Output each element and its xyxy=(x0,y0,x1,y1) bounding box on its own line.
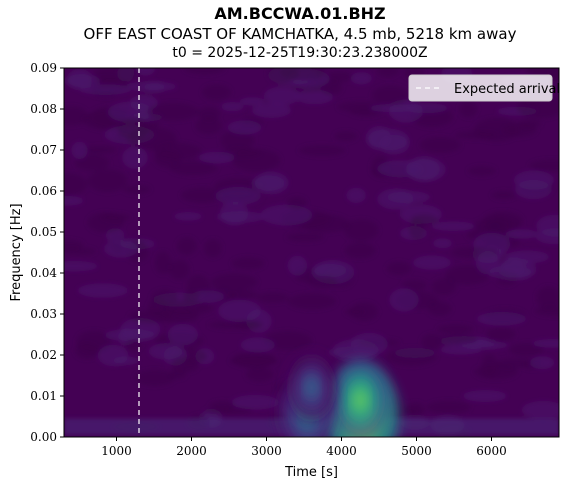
legend-label: Expected arrival xyxy=(454,82,560,97)
y-tick-label: 0.09 xyxy=(30,61,57,75)
legend: Expected arrival xyxy=(408,74,560,102)
chart-subtitle: OFF EAST COAST OF KAMCHATKA, 4.5 mb, 521… xyxy=(83,25,517,43)
x-tick-label: 3000 xyxy=(251,444,282,458)
y-tick-label: 0.04 xyxy=(30,266,57,280)
y-tick-label: 0.06 xyxy=(30,184,57,198)
y-tick-label: 0.02 xyxy=(30,348,57,362)
x-tick-label: 2000 xyxy=(176,444,207,458)
x-tick-label: 4000 xyxy=(326,444,357,458)
chart-subtitle-time: t0 = 2025-12-25T19:30:23.238000Z xyxy=(172,45,428,61)
y-tick-label: 0.03 xyxy=(30,307,57,321)
y-tick-label: 0.05 xyxy=(30,225,57,239)
x-tick-label: 1000 xyxy=(101,444,132,458)
energy-peak xyxy=(330,358,390,437)
y-tick-label: 0.08 xyxy=(30,102,57,116)
x-tick-label: 6000 xyxy=(476,444,507,458)
chart-title: AM.BCCWA.01.BHZ xyxy=(214,4,386,23)
y-tick-label: 0.01 xyxy=(30,389,57,403)
y-tick-label: 0.00 xyxy=(30,430,57,444)
y-tick-label: 0.07 xyxy=(30,143,57,157)
x-axis-label: Time [s] xyxy=(284,465,338,480)
plot-frame xyxy=(63,67,560,438)
x-tick-label: 5000 xyxy=(401,444,432,458)
y-axis-label: Frequency [Hz] xyxy=(9,203,24,301)
energy-peak xyxy=(286,353,337,422)
